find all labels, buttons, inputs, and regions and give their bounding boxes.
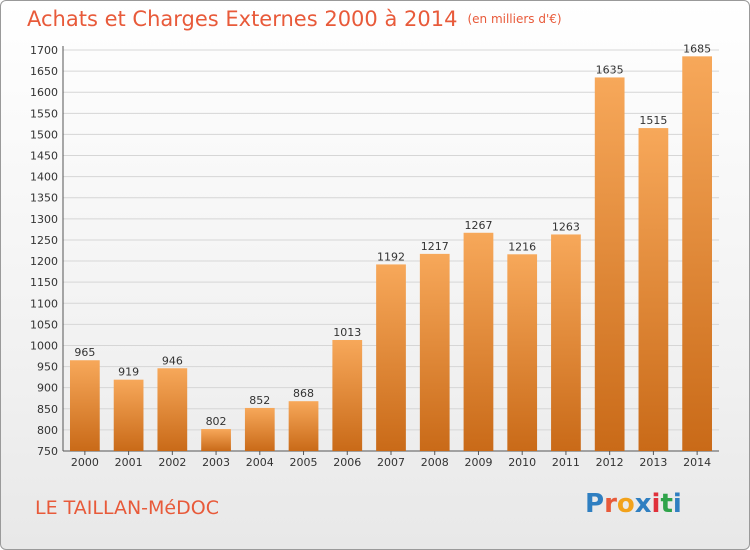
x-tick-label: 2002: [158, 456, 186, 469]
x-tick-label: 2005: [290, 456, 318, 469]
bar-2005: [288, 401, 319, 451]
bar-2006: [332, 339, 363, 451]
x-tick-label: 2013: [639, 456, 667, 469]
data-label: 1263: [552, 220, 580, 233]
x-tick-label: 2008: [421, 456, 449, 469]
y-tick-label: 1300: [30, 213, 58, 226]
data-label: 919: [118, 366, 139, 379]
logo-letter: i: [672, 489, 682, 519]
logo-letter: P: [585, 489, 605, 519]
labels: 750 800 850 900 950 1000 1050 1100 1150 1200 1250 1…: [30, 42, 711, 469]
proxiti-logo: Proxiti: [585, 489, 682, 519]
data-label: 1013: [333, 326, 361, 339]
y-tick-label: 1050: [30, 318, 58, 331]
bar-2010: [507, 254, 538, 451]
bars: [69, 56, 713, 452]
x-tick-label: 2006: [333, 456, 361, 469]
x-tick-label: 2003: [202, 456, 230, 469]
data-label: 965: [74, 346, 95, 359]
x-tick-label: 2012: [596, 456, 624, 469]
y-tick-label: 1700: [30, 44, 58, 57]
y-tick-label: 1650: [30, 65, 58, 78]
commune-name: LE TAILLAN-MéDOC: [35, 497, 219, 519]
x-tick-label: 2011: [552, 456, 580, 469]
data-label: 1685: [683, 42, 711, 55]
logo-letter: i: [651, 489, 661, 519]
y-tick-label: 900: [37, 382, 58, 395]
y-tick-label: 800: [37, 424, 58, 437]
x-tick-label: 2010: [508, 456, 536, 469]
logo-letter: o: [616, 489, 635, 519]
y-tick-label: 1100: [30, 297, 58, 310]
data-label: 1267: [464, 219, 492, 232]
bar-2012: [594, 77, 625, 452]
x-tick-label: 2001: [115, 456, 143, 469]
bar-2014: [682, 56, 713, 452]
data-label: 802: [206, 415, 227, 428]
y-tick-label: 1550: [30, 107, 58, 120]
chart-subtitle: (en milliers d'€): [467, 12, 562, 26]
bar-2003: [201, 429, 231, 451]
x-tick-label: 2000: [71, 456, 99, 469]
data-label: 1217: [421, 240, 449, 253]
bar-2008: [419, 253, 450, 451]
y-tick-label: 1250: [30, 234, 58, 247]
chart-title: Achats et Charges Externes 2000 à 2014 (e…: [27, 7, 562, 31]
bar-2009: [463, 232, 494, 451]
y-tick-label: 1500: [30, 128, 58, 141]
bar-2000: [69, 360, 100, 451]
y-tick-label: 1200: [30, 255, 58, 268]
chart-title-text: Achats et Charges Externes 2000 à 2014: [27, 7, 458, 31]
data-label: 1635: [596, 63, 624, 76]
y-tick-label: 750: [37, 445, 58, 458]
logo-letter: x: [634, 489, 652, 519]
bar-2013: [638, 128, 669, 451]
data-label: 1192: [377, 250, 405, 263]
y-tick-label: 1400: [30, 171, 58, 184]
y-tick-label: 1600: [30, 86, 58, 99]
logo-letter: t: [660, 489, 673, 519]
data-label: 852: [249, 394, 270, 407]
y-tick-label: 850: [37, 403, 58, 416]
data-label: 1515: [639, 114, 667, 127]
data-label: 946: [162, 354, 183, 367]
x-tick-label: 2004: [246, 456, 274, 469]
x-tick-label: 2009: [464, 456, 492, 469]
x-tick-label: 2014: [683, 456, 711, 469]
bar-2007: [376, 264, 406, 451]
bar-2002: [157, 368, 188, 451]
data-label: 868: [293, 387, 314, 400]
x-tick-label: 2007: [377, 456, 405, 469]
y-tick-label: 950: [37, 361, 58, 374]
data-label: 1216: [508, 240, 536, 253]
bar-2011: [551, 234, 581, 451]
y-tick-label: 1000: [30, 339, 58, 352]
y-tick-label: 1150: [30, 276, 58, 289]
bar-2001: [113, 379, 144, 451]
y-tick-label: 1450: [30, 150, 58, 163]
bar-2004: [244, 407, 275, 451]
y-tick-label: 1350: [30, 192, 58, 205]
logo-letter: r: [604, 489, 617, 519]
